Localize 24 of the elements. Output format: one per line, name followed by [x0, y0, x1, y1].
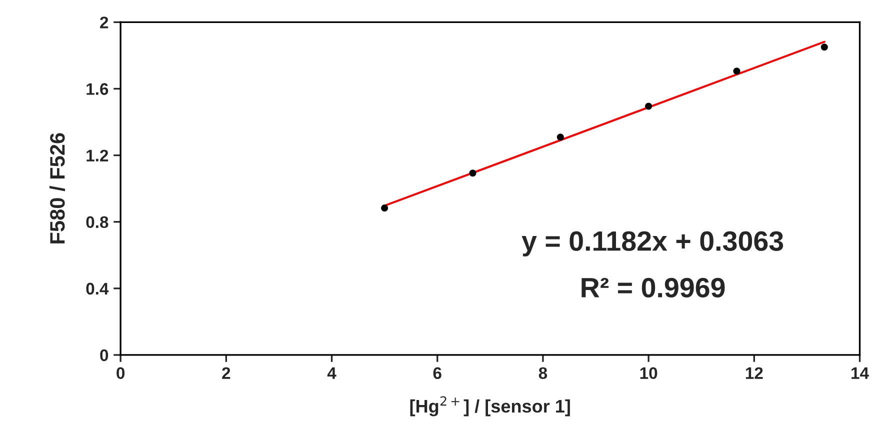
point	[733, 68, 740, 75]
annotation: y = 0.1182x + 0.3063	[522, 231, 784, 256]
y-tick-label: 0.4	[86, 282, 109, 295]
y-tick-label: 1.6	[86, 83, 108, 95]
point	[645, 102, 652, 110]
x-tick-label: 14	[852, 367, 869, 379]
y-tick-label: 0	[100, 349, 108, 362]
x-tick-label: 2	[222, 367, 230, 379]
point	[556, 134, 564, 141]
x-tick-label: 0	[116, 367, 125, 380]
y-tick-label: 0.8	[86, 216, 108, 228]
y-axis-title: F580 / F526	[50, 133, 66, 244]
annotation: R² = 0.9969	[582, 278, 725, 298]
y-tick-label: 1.2	[86, 150, 108, 162]
point	[381, 204, 388, 212]
x-tick-label: 12	[746, 367, 763, 379]
y-tick-label: 2	[100, 16, 108, 28]
x-tick-label: 8	[538, 367, 548, 380]
x-axis-title: [Hg$^{2+}$] / [sensor 1]	[410, 396, 570, 416]
x-tick-label: 6	[433, 367, 442, 380]
x-tick-label: 4	[327, 367, 336, 379]
point	[820, 44, 828, 51]
point	[469, 170, 476, 177]
x-tick-label: 10	[640, 367, 658, 380]
